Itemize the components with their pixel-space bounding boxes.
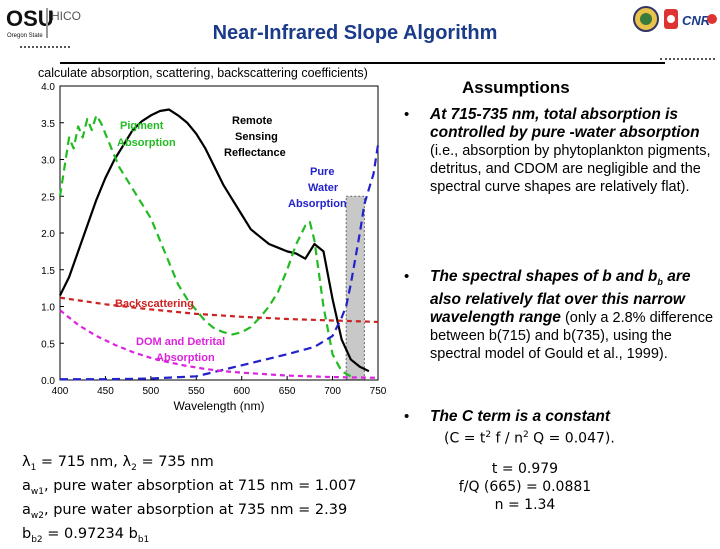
eq-bb2: bb2 = 0.97234 bb1 <box>22 525 150 545</box>
series-line-2 <box>60 144 380 381</box>
assumption-2-normal: (only a 2.8% difference between b(715) a… <box>430 310 714 363</box>
x-tick-label: 750 <box>370 386 387 397</box>
curve-label: Remote <box>232 115 272 127</box>
y-tick-label: 0.5 <box>41 339 55 350</box>
hico-logo-text: HICO <box>51 9 81 23</box>
assumption-2-bold: The spectral shapes of b and b <box>430 268 658 285</box>
curve-label: DOM and Detrital <box>136 336 225 348</box>
bullet-3: • <box>404 408 410 425</box>
cnr-logo-text: CNR <box>682 13 711 28</box>
x-tick-label: 450 <box>97 386 114 397</box>
x-tick-label: 400 <box>52 386 69 397</box>
y-tick-label: 3.5 <box>41 119 55 130</box>
curve-label: Pure <box>310 166 334 178</box>
param-t: t = 0.979 <box>491 461 559 477</box>
cnr-logos: CNR <box>633 6 717 32</box>
osu-logo-sub: Oregon State <box>7 33 43 39</box>
eq-aw1: aw1, pure water absorption at 715 nm = 1… <box>22 477 357 497</box>
assumption-2-bold-tail: are also relatively flat over this narro… <box>430 268 691 327</box>
curve-label: Sensing <box>235 131 278 143</box>
osu-hico-logo: OSU Oregon State HICO <box>6 6 81 39</box>
y-tick-label: 3.0 <box>41 156 55 167</box>
assumption-1-normal: (i.e., absorption by phytoplankton pigme… <box>430 143 711 195</box>
decorative-dots-right <box>660 58 715 61</box>
curve-label: Absorption <box>156 352 215 364</box>
spectral-chart: 0.0 0.5 1.0 1.5 2.0 2.5 3.0 3.5 4.0 400 450 500 550 6… <box>41 82 387 413</box>
bullet-2: • <box>404 268 410 285</box>
osu-logo-text: OSU <box>6 6 54 31</box>
equation-block: λ1 = 715 nm, λ2 = 735 nm aw1, pure water… <box>22 453 356 549</box>
series-line-3 <box>59 296 379 324</box>
curve-label: Absorption <box>288 198 347 210</box>
y-tick-label: 1.0 <box>41 303 55 314</box>
curve-label: Reflectance <box>224 147 286 159</box>
assumptions-title: Assumptions <box>462 78 570 97</box>
series-line-4 <box>59 309 379 379</box>
shaded-band <box>345 195 365 381</box>
x-axis-label: Wavelength (nm) <box>174 399 265 413</box>
assumption-2-sub: b <box>657 277 663 288</box>
assumption-1: At 715-735 nm, total absorption is contr… <box>430 106 720 196</box>
assumption-3-bold: The C term is a constant <box>430 408 611 425</box>
c-term-formula: (C = t2 f / n2 Q = 0.047). <box>444 430 615 447</box>
assumption-2: The spectral shapes of b and bb are also… <box>430 268 720 363</box>
page-title: Near-Infrared Slope Algorithm <box>212 22 498 44</box>
y-tick-label: 0.0 <box>41 376 55 387</box>
curve-label: Absorption <box>117 137 176 149</box>
assumption-3: The C term is a constant <box>430 408 720 426</box>
x-tick-label: 700 <box>324 386 341 397</box>
series-line-0 <box>59 108 370 373</box>
x-tick-label: 550 <box>188 386 205 397</box>
subtitle: calculate absorption, scattering, backsc… <box>38 66 368 80</box>
curve-label: Pigment <box>120 120 164 132</box>
param-n: n = 1.34 <box>494 497 556 513</box>
bullet-1: • <box>404 106 410 123</box>
y-tick-label: 4.0 <box>41 82 55 93</box>
curve-label: Backscattering <box>115 298 194 310</box>
parameter-list: t = 0.979 f/Q (665) = 0.0881 n = 1.34 <box>455 460 595 514</box>
param-fq: f/Q (665) = 0.0881 <box>458 479 592 495</box>
eq-wavelengths: λ1 = 715 nm, λ2 = 735 nm <box>22 454 214 473</box>
curve-label: Water <box>308 182 339 194</box>
title-divider <box>60 62 665 64</box>
y-tick-label: 2.5 <box>41 192 55 203</box>
y-tick-label: 2.0 <box>41 229 55 240</box>
x-tick-label: 650 <box>279 386 296 397</box>
eq-aw2: aw2, pure water absorption at 735 nm = 2… <box>22 501 348 521</box>
decorative-dots-left <box>20 46 70 49</box>
x-tick-label: 600 <box>233 386 250 397</box>
y-tick-label: 1.5 <box>41 266 55 277</box>
series-line-1 <box>58 114 352 378</box>
x-tick-label: 500 <box>143 386 160 397</box>
assumption-1-bold: At 715-735 nm, total absorption is contr… <box>430 106 700 141</box>
